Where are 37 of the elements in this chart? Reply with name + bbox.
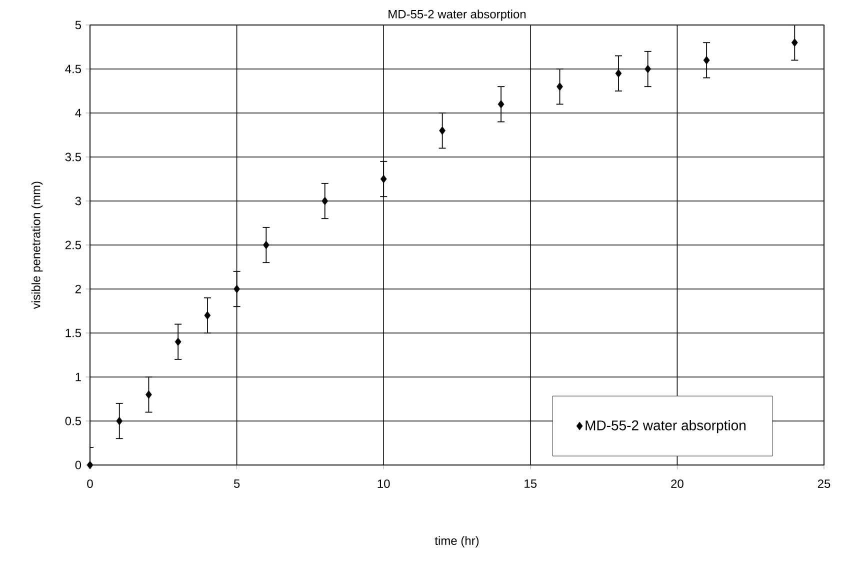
x-tick-label: 0	[87, 479, 93, 488]
point	[234, 284, 240, 294]
point	[615, 69, 622, 78]
y-tick-label: 3	[75, 196, 82, 206]
point	[174, 338, 182, 346]
x-tick-label: 10	[378, 479, 390, 488]
point	[380, 174, 387, 184]
point	[86, 460, 94, 470]
y-tick-label: 2	[75, 284, 81, 294]
x-axis-title: time (hr)	[434, 536, 479, 548]
point	[556, 82, 563, 91]
y-tick-label: 3.5	[65, 152, 82, 162]
chart-title: MD-55-2 water absorption	[388, 10, 526, 21]
point	[791, 38, 798, 47]
point	[262, 240, 270, 250]
y-tick-label: 2.5	[65, 240, 82, 250]
point	[498, 100, 504, 108]
point	[146, 390, 152, 399]
x-tick-label: 5	[234, 479, 240, 488]
y-tick-label: 1	[76, 372, 81, 382]
y-axis-title: visible penetration (mm)	[31, 182, 43, 309]
point	[204, 311, 211, 320]
point	[644, 64, 652, 74]
point	[439, 126, 446, 135]
x-tick-label: 15	[524, 479, 537, 488]
x-tick-label: 20	[671, 479, 684, 488]
y-tick-label: 5	[75, 20, 82, 30]
point	[116, 416, 123, 426]
point	[703, 56, 710, 64]
y-tick-label: 0	[75, 460, 82, 470]
legend-label: MD-55-2 water absorption	[586, 420, 746, 434]
y-tick-label: 4.5	[65, 64, 82, 74]
x-tick-label: 25	[818, 479, 830, 488]
point	[322, 196, 328, 206]
y-tick-label: 1.5	[66, 328, 82, 338]
y-tick-label: 0.5	[65, 416, 82, 426]
y-tick-label: 4	[75, 108, 82, 118]
